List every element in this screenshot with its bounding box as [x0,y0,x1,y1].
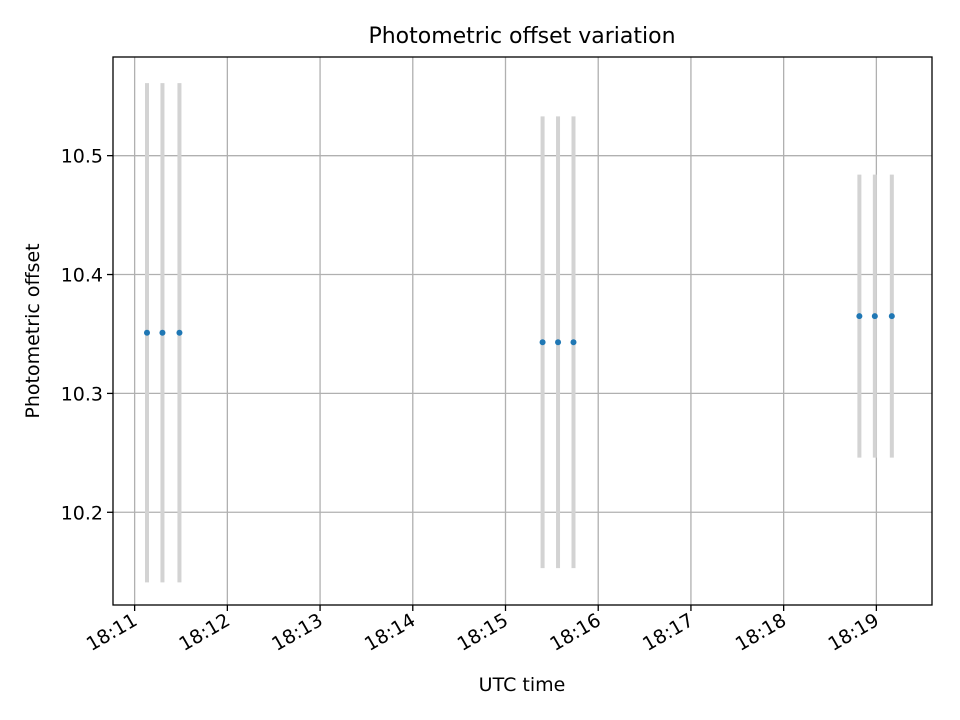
y-tick-label: 10.4 [61,265,103,287]
x-tick-label: 18:18 [732,609,790,655]
data-point [159,329,166,336]
x-tick-label: 18:17 [639,609,697,655]
y-tick-label: 10.3 [61,383,103,405]
error-bars [144,83,894,583]
x-tick-label: 18:16 [546,609,604,655]
y-tick-label: 10.5 [61,146,103,168]
data-point [539,339,546,346]
x-tick-label: 18:19 [824,609,882,655]
x-tick-label: 18:13 [268,609,326,655]
y-tick-label: 10.2 [61,502,103,524]
data-point [856,313,863,320]
x-axis-label: UTC time [479,674,566,696]
data-point [570,339,577,346]
data-point [143,329,150,336]
data-point [871,313,878,320]
x-axis-ticks: 18:11 18:12 18:13 18:14 18:15 18:16 18:17 18:18… [83,605,883,656]
y-axis-label: Photometric offset [22,243,44,418]
x-tick-label: 18:14 [361,609,419,655]
data-points [143,313,895,346]
data-point [176,329,183,336]
x-tick-label: 18:12 [175,609,233,655]
y-axis-ticks: 10.2 10.3 10.4 10.5 [61,146,113,524]
data-point [555,339,562,346]
x-tick-label: 18:11 [83,609,141,655]
plot-frame [112,56,933,606]
chart-title: Photometric offset variation [368,24,675,49]
grid [113,57,932,605]
data-point [888,313,895,320]
x-tick-label: 18:15 [454,609,512,655]
